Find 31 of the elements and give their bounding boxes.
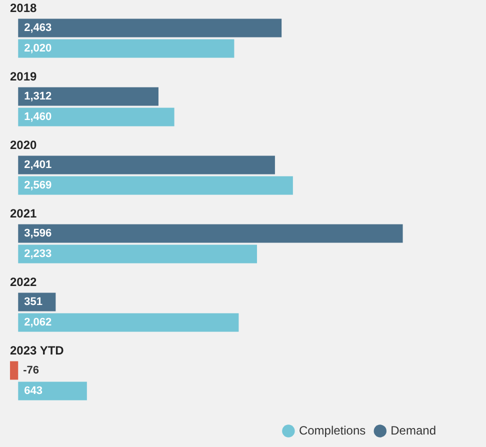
bar bbox=[10, 361, 18, 380]
data-label: 643 bbox=[24, 385, 42, 398]
data-label: 2,463 bbox=[24, 22, 52, 34]
y-tick-label: 2020 bbox=[10, 138, 38, 152]
y-tick-label: 2019 bbox=[10, 70, 38, 84]
data-label: 2,569 bbox=[24, 180, 52, 192]
bar bbox=[18, 313, 239, 332]
bar bbox=[18, 224, 403, 243]
data-label: 3,596 bbox=[24, 228, 52, 240]
legend-label: Completions bbox=[298, 423, 366, 438]
bar bbox=[18, 87, 158, 106]
legend-label: Demand bbox=[390, 423, 436, 438]
bar bbox=[18, 39, 234, 58]
bar bbox=[18, 244, 257, 264]
y-tick-label: 2022 bbox=[10, 275, 38, 290]
bar bbox=[18, 382, 87, 400]
y-tick-label: 2018 bbox=[10, 1, 38, 16]
data-label: 2,401 bbox=[24, 159, 52, 172]
bar bbox=[18, 156, 275, 174]
y-tick-label: 2021 bbox=[10, 206, 38, 221]
data-label: 2,233 bbox=[24, 248, 52, 260]
data-label: 1,312 bbox=[24, 90, 52, 103]
data-label: 1,460 bbox=[24, 111, 52, 124]
bar bbox=[18, 176, 293, 195]
data-label: -76 bbox=[23, 364, 40, 377]
data-label: 2,062 bbox=[24, 316, 52, 329]
data-label: 2,020 bbox=[24, 42, 52, 55]
y-tick-label: 2023 YTD bbox=[10, 344, 64, 358]
data-label: 351 bbox=[24, 296, 42, 308]
bar bbox=[18, 108, 174, 126]
bar bbox=[18, 18, 282, 38]
